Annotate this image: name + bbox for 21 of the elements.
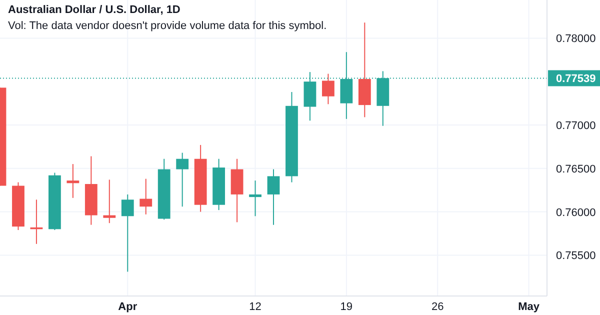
ref-line-label: 0.77539 [556, 73, 596, 86]
text: Vol: The data vendor doesn't provide volume data for this symbol. [8, 20, 327, 32]
candlestick [103, 179, 116, 224]
y-tick-label: 0.75500 [556, 250, 596, 262]
chart-title: Australian Dollar / U.S. Dollar, 1D [8, 4, 180, 16]
y-tick-label: 0.76500 [556, 163, 596, 176]
x-tick-label: 26 [431, 301, 444, 313]
candlestick [267, 168, 280, 226]
candlestick [322, 73, 334, 105]
y-tick-label: 0.76000 [556, 206, 596, 219]
x-tick-label: 12 [249, 301, 262, 313]
x-tick-label: 19 [340, 301, 353, 313]
candlestick [121, 194, 134, 272]
candlestick [66, 164, 80, 198]
y-tick-label: 0.77000 [556, 120, 596, 132]
candlestick [140, 178, 152, 215]
x-tick-label: May [518, 301, 540, 313]
candlestick [176, 152, 189, 208]
candlestick [249, 180, 262, 217]
x-tick-label: Apr [118, 301, 138, 313]
y-tick-label: 0.78000 [556, 33, 596, 46]
